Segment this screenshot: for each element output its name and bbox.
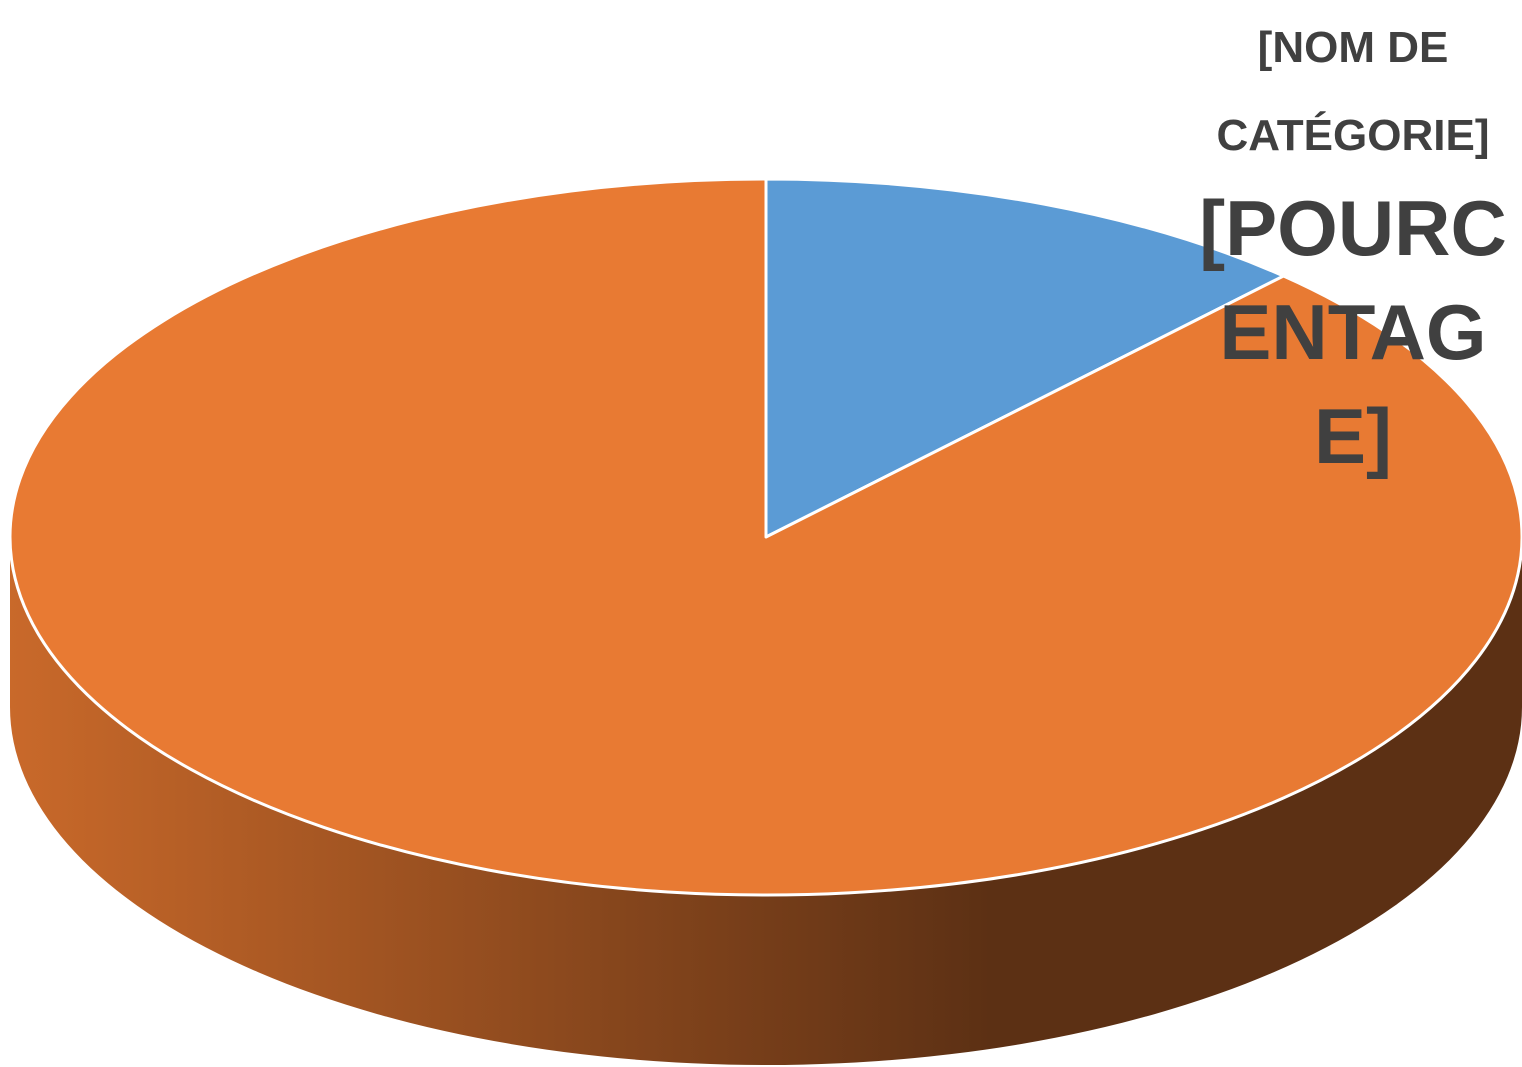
data-label-percentage: [POURCENTAGE] [1199,184,1507,480]
pie-side-wall [10,537,1522,1065]
pie-top-face [8,177,1522,897]
pie-slice-2 [8,177,1522,897]
pie-side-face [10,537,1522,1065]
pie-slice-1 [764,177,1286,539]
data-label: [NOM DE CATÉGORIE] [POURCENTAGE] [1188,4,1518,488]
data-label-category: [NOM DE CATÉGORIE] [1216,23,1490,160]
